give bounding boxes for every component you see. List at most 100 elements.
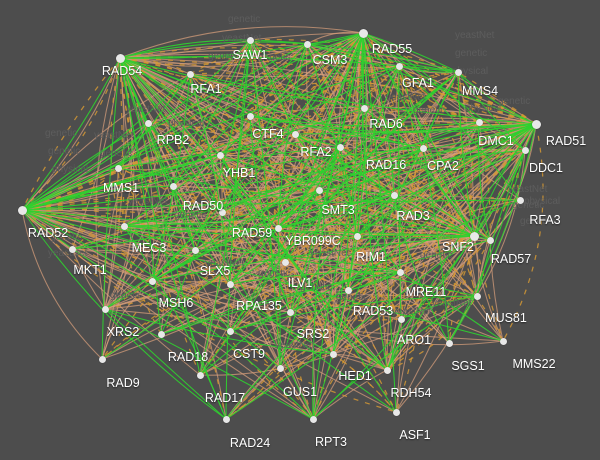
edge-yeastNet xyxy=(119,57,320,191)
node-yhb1[interactable] xyxy=(216,151,224,159)
node-rad59[interactable] xyxy=(218,208,226,216)
edge-yeastNet xyxy=(386,235,475,371)
edge-physical xyxy=(312,295,478,420)
node-rad18[interactable] xyxy=(157,330,165,338)
node-rad16[interactable] xyxy=(336,143,344,151)
edge-genetic xyxy=(284,261,388,371)
edge-genetic xyxy=(400,295,478,320)
node-ctf4[interactable] xyxy=(246,112,254,120)
edge-genetic xyxy=(457,71,537,125)
node-rad17[interactable] xyxy=(196,371,204,379)
node-rfa2[interactable] xyxy=(291,130,299,138)
edge-genetic xyxy=(221,193,395,213)
edge-yeastNet xyxy=(101,73,191,360)
edge-genetic xyxy=(117,167,521,201)
node-rad9[interactable] xyxy=(98,355,106,363)
edge-physical xyxy=(398,65,521,201)
edge-genetic xyxy=(110,57,162,335)
node-gfa1[interactable] xyxy=(395,62,403,70)
edge-physical xyxy=(219,154,388,371)
node-rad24[interactable] xyxy=(222,415,230,423)
node-rad55[interactable] xyxy=(358,28,368,38)
node-rad6[interactable] xyxy=(360,104,368,112)
node-mms4[interactable] xyxy=(454,68,462,76)
node-ddc1[interactable] xyxy=(521,146,529,154)
edge-yeastNet xyxy=(119,57,537,125)
node-rad3[interactable] xyxy=(390,191,398,199)
edge-physical xyxy=(123,149,526,227)
node-slx5[interactable] xyxy=(191,246,199,254)
node-mms22[interactable] xyxy=(499,337,507,345)
edge-physical xyxy=(160,271,401,335)
edge-physical xyxy=(448,123,537,344)
edge-physical xyxy=(21,123,537,211)
edge-genetic xyxy=(189,73,424,149)
node-mec3[interactable] xyxy=(120,222,128,230)
node-rdh54[interactable] xyxy=(383,366,391,374)
edge-genetic xyxy=(386,235,475,371)
node-ybr099c[interactable] xyxy=(274,224,282,232)
edge-genetic xyxy=(21,123,537,211)
node-saw1[interactable] xyxy=(246,36,254,44)
edge-physical xyxy=(277,223,475,237)
edge-genetic xyxy=(249,38,459,73)
edge-genetic xyxy=(306,43,400,68)
node-rfa3[interactable] xyxy=(516,196,524,204)
node-rpt3[interactable] xyxy=(309,415,317,423)
edge-yeastNet xyxy=(21,209,314,420)
node-snf2[interactable] xyxy=(469,231,479,241)
edge-physical xyxy=(339,146,491,241)
edge-yeastNet xyxy=(147,43,308,124)
edge-yeastNet xyxy=(306,43,388,371)
edge-physical xyxy=(123,194,395,227)
edge-genetic xyxy=(21,209,314,420)
node-ilv1[interactable] xyxy=(281,258,289,266)
node-rad57[interactable] xyxy=(486,236,494,244)
node-rad51[interactable] xyxy=(531,119,541,129)
edge-physical xyxy=(289,199,521,313)
node-cpa2[interactable] xyxy=(419,144,427,152)
node-mre11[interactable] xyxy=(396,268,404,276)
edge-yeastNet xyxy=(71,248,106,310)
node-xrs2[interactable] xyxy=(101,305,109,313)
node-mus81[interactable] xyxy=(473,292,481,300)
node-cst9[interactable] xyxy=(226,327,234,335)
node-rim1[interactable] xyxy=(353,232,361,240)
edge-physical xyxy=(229,32,364,285)
edge-physical xyxy=(229,295,478,332)
node-aro1[interactable] xyxy=(397,315,405,323)
node-msh6[interactable] xyxy=(148,277,156,285)
node-gus1[interactable] xyxy=(276,364,284,372)
edge-physical xyxy=(104,308,227,420)
edge-physical xyxy=(119,57,397,413)
node-rfa1[interactable] xyxy=(186,70,194,78)
node-rad54[interactable] xyxy=(115,53,125,63)
edge-physical xyxy=(119,57,162,335)
edge-physical xyxy=(332,71,459,355)
edge-genetic xyxy=(147,122,388,371)
node-srs2[interactable] xyxy=(286,308,294,316)
edge-physical xyxy=(123,225,475,237)
edge-physical xyxy=(386,318,402,371)
node-sgs1[interactable] xyxy=(445,339,453,347)
node-mkt1[interactable] xyxy=(68,245,76,253)
edge-physical xyxy=(249,115,424,149)
node-mms1[interactable] xyxy=(114,164,122,172)
edge-physical xyxy=(71,121,480,250)
node-rpa135[interactable] xyxy=(226,280,234,288)
edge-physical xyxy=(21,32,364,211)
node-rpb2[interactable] xyxy=(144,119,152,127)
node-rad53[interactable] xyxy=(344,286,352,294)
node-hed1[interactable] xyxy=(329,350,337,358)
edge-genetic xyxy=(21,133,296,211)
node-rad50[interactable] xyxy=(169,182,177,190)
node-rad52[interactable] xyxy=(17,205,27,215)
edge-physical xyxy=(277,147,424,229)
node-csm3[interactable] xyxy=(303,40,311,48)
node-dmc1[interactable] xyxy=(475,118,483,126)
node-smt3[interactable] xyxy=(315,186,323,194)
node-asf1[interactable] xyxy=(392,408,400,416)
edge-genetic xyxy=(189,73,223,213)
edge-physical xyxy=(229,123,537,285)
